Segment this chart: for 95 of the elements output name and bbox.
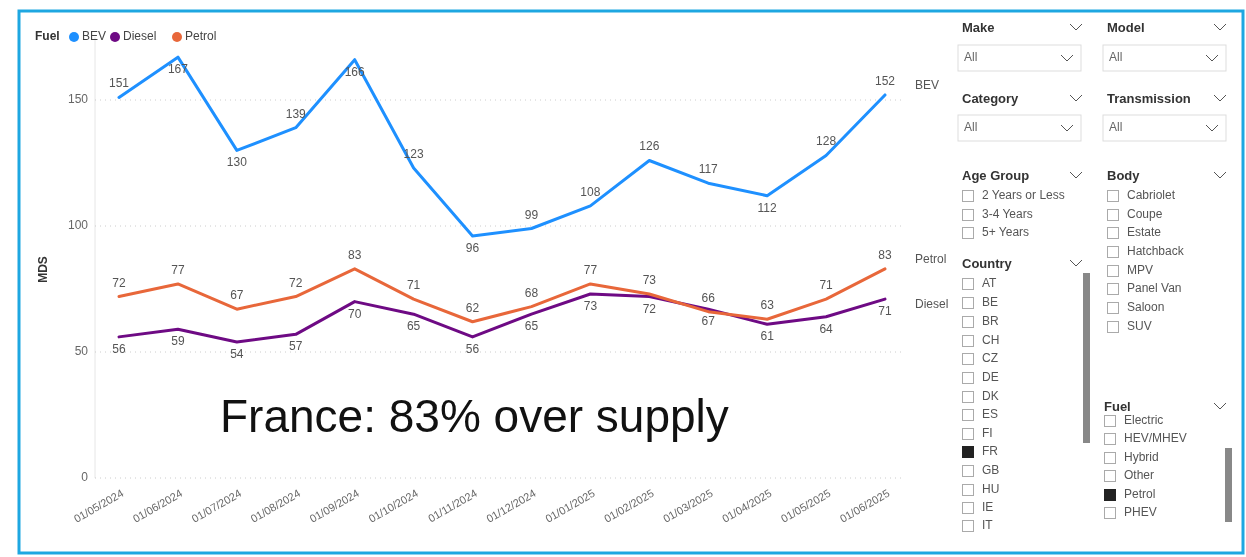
data-label: 99 — [524, 207, 539, 222]
data-label: 56 — [465, 341, 480, 356]
data-label: 70 — [348, 306, 362, 321]
data-label: 72 — [112, 275, 126, 290]
text: HU — [982, 482, 1000, 497]
data-label: 71 — [878, 304, 892, 319]
text: Panel Van — [1127, 281, 1182, 296]
text: Category — [962, 91, 1020, 107]
data-label: 151 — [108, 76, 130, 91]
text: MPV — [1127, 263, 1154, 278]
legend-label: Diesel — [123, 29, 157, 44]
text: 5+ Years — [982, 225, 1030, 240]
text: Fuel — [1104, 399, 1131, 415]
text: All — [1109, 120, 1123, 135]
annotation: France: 83% over supply — [220, 390, 729, 443]
data-label: 65 — [406, 319, 421, 334]
data-label: 71 — [819, 278, 834, 293]
data-label: 56 — [112, 341, 126, 356]
text: ES — [982, 407, 999, 422]
text: Estate — [1127, 225, 1162, 240]
legend-label: Petrol — [185, 29, 217, 44]
text: Model — [1107, 20, 1145, 36]
data-label: 128 — [816, 134, 837, 149]
data-label: 130 — [226, 155, 248, 170]
data-label: 57 — [289, 339, 303, 354]
text: SUV — [1127, 319, 1152, 334]
data-label: 139 — [285, 106, 307, 121]
text: All — [1109, 50, 1123, 65]
data-label: 126 — [639, 139, 660, 154]
text: FI — [982, 426, 993, 441]
data-label: 96 — [465, 241, 480, 256]
data-label: 65 — [524, 319, 539, 334]
data-label: 54 — [230, 346, 244, 361]
text: CZ — [982, 351, 998, 366]
text: IT — [982, 518, 994, 533]
y-tick-label: 50 — [74, 344, 89, 359]
data-label: 112 — [757, 200, 778, 215]
text: Body — [1107, 168, 1141, 184]
data-label: 72 — [289, 275, 303, 290]
data-label: 83 — [348, 247, 362, 262]
text: FR — [982, 444, 999, 459]
text: Diesel — [915, 297, 949, 312]
data-label: 67 — [701, 314, 716, 329]
text: Cabriolet — [1127, 188, 1176, 203]
data-label: 117 — [698, 162, 719, 177]
text: All — [964, 50, 978, 65]
data-label: 71 — [406, 278, 421, 293]
text: GB — [982, 463, 1000, 478]
text: Make — [962, 20, 995, 36]
legend-title: Fuel — [35, 29, 60, 44]
text: Hybrid — [1124, 450, 1159, 465]
text: Petrol — [915, 251, 947, 266]
data-label: 108 — [580, 184, 601, 199]
y-tick-label: 0 — [81, 470, 89, 485]
text: BE — [982, 295, 999, 310]
data-label: 73 — [583, 299, 598, 314]
data-label: 83 — [878, 247, 892, 262]
data-label: 67 — [230, 288, 244, 303]
text: AT — [982, 276, 998, 291]
data-label: 62 — [465, 300, 480, 315]
text: IE — [982, 500, 994, 515]
legend-label: BEV — [82, 29, 107, 44]
text: BEV — [915, 77, 940, 92]
text: Country — [962, 256, 1013, 272]
text: Age Group — [962, 168, 1030, 184]
data-label: 63 — [760, 298, 775, 313]
text: HEV/MHEV — [1124, 431, 1187, 446]
data-label: 59 — [171, 334, 185, 349]
y-tick-label: 100 — [67, 218, 89, 233]
data-label: 77 — [171, 262, 185, 277]
y-axis-title: MDS — [36, 256, 50, 283]
data-label: 66 — [701, 290, 716, 305]
text: PHEV — [1124, 505, 1157, 520]
text: 3-4 Years — [982, 207, 1033, 222]
data-label: 61 — [760, 329, 775, 344]
text: All — [964, 120, 978, 135]
text: Saloon — [1127, 300, 1165, 315]
data-label: 73 — [642, 273, 657, 288]
text: Hatchback — [1127, 244, 1185, 259]
data-label: 152 — [874, 73, 896, 88]
text: Petrol — [1124, 487, 1156, 502]
data-label: 64 — [819, 321, 834, 336]
text: CH — [982, 333, 1000, 348]
text: 2 Years or Less — [982, 188, 1065, 203]
data-label: 77 — [583, 262, 598, 277]
text: BR — [982, 314, 999, 329]
text: Electric — [1124, 413, 1164, 428]
text: Coupe — [1127, 207, 1163, 222]
data-label: 68 — [524, 285, 539, 300]
text: Other — [1124, 468, 1155, 483]
text: DE — [982, 370, 999, 385]
y-tick-label: 150 — [67, 92, 89, 107]
text: DK — [982, 389, 999, 404]
text: Transmission — [1107, 91, 1191, 107]
data-label: 72 — [642, 301, 657, 316]
